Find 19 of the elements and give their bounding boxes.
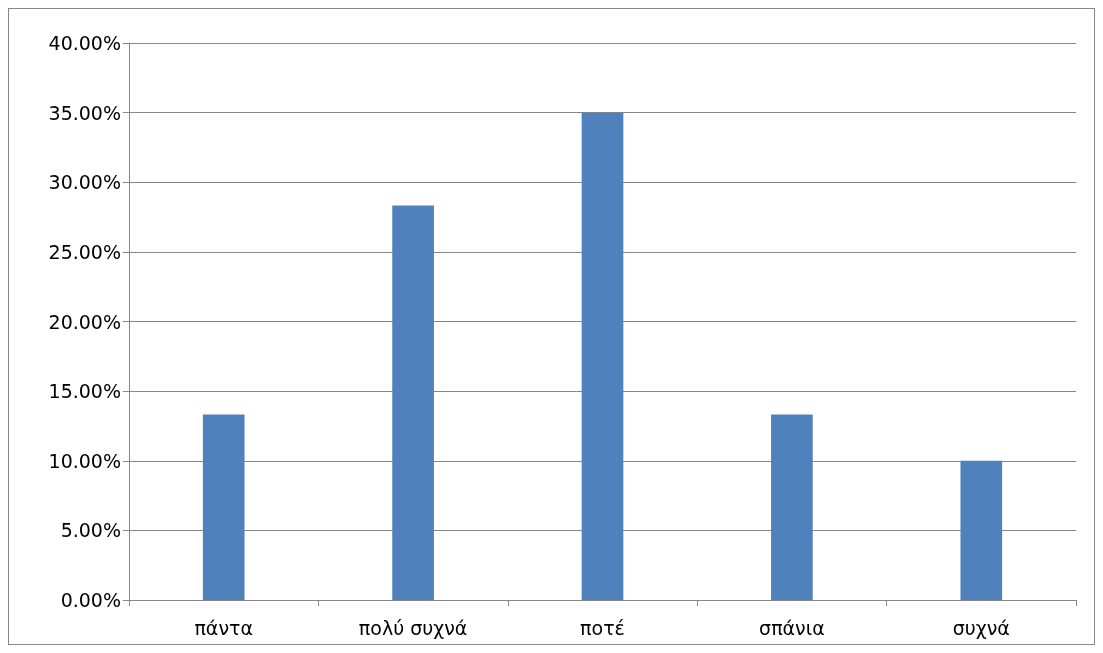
bar: [771, 414, 813, 600]
x-tick-label: πολύ συχνά: [358, 616, 468, 639]
bar: [581, 112, 624, 600]
bar: [202, 414, 245, 600]
y-tick-label: 10.00%: [48, 449, 121, 472]
x-tick-label: πάντα: [194, 616, 253, 639]
x-tick-label: συχνά: [952, 616, 1010, 639]
y-tick-label: 15.00%: [48, 380, 121, 403]
x-tick-label: σπάνια: [759, 616, 825, 639]
y-tick-label: 20.00%: [48, 310, 121, 333]
y-tick-label: 5.00%: [60, 519, 121, 542]
bar: [392, 205, 434, 600]
y-tick-label: 35.00%: [48, 101, 121, 124]
y-tick-label: 0.00%: [60, 589, 121, 611]
bar: [960, 460, 1003, 600]
y-tick-label: 40.00%: [48, 32, 121, 54]
y-tick-label: 25.00%: [48, 240, 121, 263]
x-tick-label: ποτέ: [580, 616, 625, 639]
y-tick-label: 30.00%: [48, 171, 121, 194]
